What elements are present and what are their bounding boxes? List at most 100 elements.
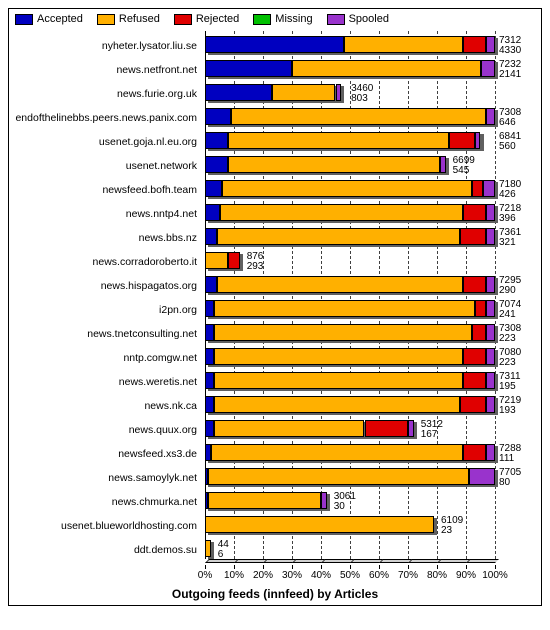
data-row: news.bbs.nz 7361321 <box>9 227 541 251</box>
bar-segment <box>483 180 495 197</box>
bar-segment <box>449 132 475 149</box>
bar-segment <box>486 348 495 365</box>
row-label: usenet.blueworldhosting.com <box>9 520 201 532</box>
bar-group <box>205 83 495 107</box>
row-value-accepted: 396 <box>499 214 539 224</box>
legend-item: Missing <box>253 13 312 25</box>
bar-segment <box>228 132 448 149</box>
data-row: newsfeed.xs3.de7288111 <box>9 443 541 467</box>
row-values: 446 <box>218 540 229 560</box>
x-tick-label: 40% <box>311 570 331 581</box>
row-value-accepted: 23 <box>441 526 463 536</box>
bar-group <box>205 347 495 371</box>
legend-label: Rejected <box>196 13 239 25</box>
row-value-accepted: 241 <box>499 310 539 320</box>
legend-item: Spooled <box>327 13 389 25</box>
row-label: news.furie.org.uk <box>9 88 201 100</box>
bar-group <box>205 323 495 347</box>
bar-segment <box>214 324 472 341</box>
bar-segment <box>486 36 495 53</box>
legend-item: Rejected <box>174 13 239 25</box>
row-value-accepted: 111 <box>499 454 539 464</box>
row-label: news.samoylyk.net <box>9 472 201 484</box>
row-values: 7074241 <box>499 300 539 320</box>
data-row: news.corradoroberto.it876293 <box>9 251 541 275</box>
bar-segment <box>336 84 342 101</box>
row-value-accepted: 195 <box>499 382 539 392</box>
data-row: news.samoylyk.net770580 <box>9 467 541 491</box>
bar-segment <box>205 300 214 317</box>
bar-segment <box>463 276 486 293</box>
bar-segment <box>205 84 272 101</box>
row-values: 306130 <box>334 492 356 512</box>
row-label: news.bbs.nz <box>9 232 201 244</box>
row-label: usenet.goja.nl.eu.org <box>9 136 201 148</box>
row-value-accepted: 293 <box>247 262 264 272</box>
bar-group <box>205 107 495 131</box>
row-values: 7361321 <box>499 228 539 248</box>
data-row: nyheter.lysator.liu.se73124330 <box>9 35 541 59</box>
bar-group <box>205 275 495 299</box>
data-row: news.netfront.net72322141 <box>9 59 541 83</box>
row-values: 6841560 <box>499 132 539 152</box>
legend-label: Refused <box>119 13 160 25</box>
data-row: i2pn.org7074241 <box>9 299 541 323</box>
bar-segment <box>365 420 409 437</box>
bar-segment <box>475 132 481 149</box>
bar-segment <box>214 300 475 317</box>
bar-segment <box>408 420 414 437</box>
legend-label: Accepted <box>37 13 83 25</box>
bar-segment <box>205 420 214 437</box>
bar-segment <box>220 204 464 221</box>
bar-segment <box>463 204 486 221</box>
row-values: 7308223 <box>499 324 539 344</box>
bar-group <box>205 59 495 83</box>
row-values: 5312167 <box>421 420 443 440</box>
bar-segment <box>205 276 217 293</box>
bar-segment <box>472 180 484 197</box>
legend: Accepted Refused Rejected Missing Spooled <box>9 9 541 31</box>
bar-group <box>205 467 495 491</box>
row-values: 73124330 <box>499 36 539 56</box>
data-row: news.hispagatos.org7295290 <box>9 275 541 299</box>
row-values: 7308646 <box>499 108 539 128</box>
bar-group <box>205 299 495 323</box>
x-tick-label: 50% <box>340 570 360 581</box>
x-tick-label: 70% <box>398 570 418 581</box>
bar-segment <box>228 252 240 269</box>
row-value-accepted: 193 <box>499 406 539 416</box>
bar-segment <box>214 372 463 389</box>
bar-segment <box>205 228 217 245</box>
bar-segment <box>208 468 469 485</box>
bar-segment <box>205 132 228 149</box>
row-value-accepted: 223 <box>499 334 539 344</box>
bar-segment <box>231 108 486 125</box>
bar-segment <box>205 324 214 341</box>
bar-segment <box>440 156 446 173</box>
legend-swatch <box>97 14 115 25</box>
row-values: 7295290 <box>499 276 539 296</box>
bar-segment <box>205 252 228 269</box>
row-label: newsfeed.xs3.de <box>9 448 201 460</box>
bar-group <box>205 155 495 179</box>
data-row: endofthelinebbs.peers.news.panix.com7308… <box>9 107 541 131</box>
row-value-accepted: 167 <box>421 430 443 440</box>
data-row: nntp.comgw.net7080223 <box>9 347 541 371</box>
bar-segment <box>463 348 486 365</box>
row-label: usenet.network <box>9 160 201 172</box>
x-tick-label: 30% <box>282 570 302 581</box>
row-label: news.corradoroberto.it <box>9 256 201 268</box>
legend-swatch <box>253 14 271 25</box>
legend-item: Accepted <box>15 13 83 25</box>
data-row: news.chmurka.net306130 <box>9 491 541 515</box>
bar-segment <box>217 276 464 293</box>
data-row: usenet.network 6699545 <box>9 155 541 179</box>
bar-segment <box>469 468 495 485</box>
bar-group <box>205 179 495 203</box>
row-values: 6699545 <box>453 156 475 176</box>
bar-segment <box>214 348 463 365</box>
bar-segment <box>292 60 481 77</box>
bar-segment <box>205 348 214 365</box>
row-value-accepted: 646 <box>499 118 539 128</box>
bar-segment <box>486 444 495 461</box>
